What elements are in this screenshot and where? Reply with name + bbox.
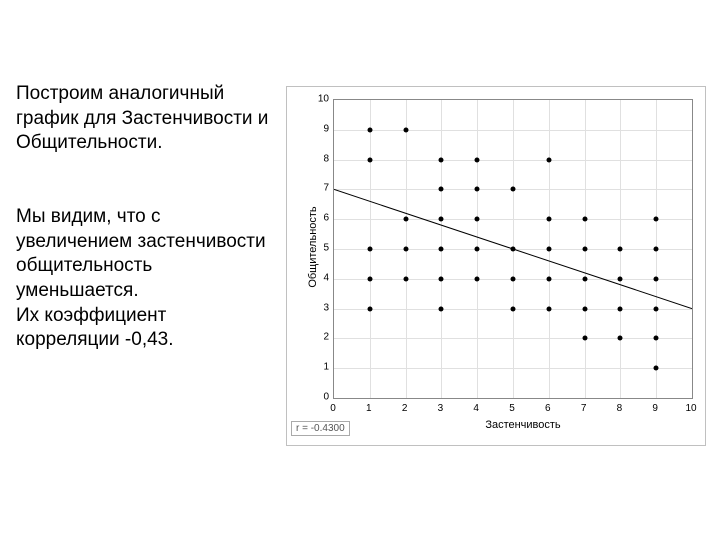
y-tick-label: 5 (315, 243, 329, 254)
x-tick-label: 9 (652, 403, 658, 414)
x-tick-label: 5 (509, 403, 515, 414)
x-tick-label: 0 (330, 403, 336, 414)
x-tick-label: 4 (473, 403, 479, 414)
correlation-box: r = -0.4300 (291, 421, 350, 436)
x-tick-label: 8 (617, 403, 623, 414)
x-tick-label: 10 (685, 403, 696, 414)
x-tick-label: 1 (366, 403, 372, 414)
x-tick-label: 2 (402, 403, 408, 414)
slide: { "text": { "para1": "Построим аналогичн… (0, 0, 720, 540)
y-tick-label: 7 (315, 183, 329, 194)
paragraph-2: Мы видим, что с увеличением застенчивост… (16, 205, 266, 353)
x-tick-label: 3 (438, 403, 444, 414)
y-tick-label: 6 (315, 213, 329, 224)
x-tick-label: 6 (545, 403, 551, 414)
paragraph-1: Построим аналогичный график для Застенчи… (16, 82, 286, 156)
x-tick-label: 7 (581, 403, 587, 414)
y-tick-label: 9 (315, 123, 329, 134)
regression-line (334, 100, 692, 398)
y-tick-label: 2 (315, 332, 329, 343)
y-tick-label: 3 (315, 302, 329, 313)
y-tick-label: 8 (315, 153, 329, 164)
x-axis-label: Застенчивость (463, 419, 583, 431)
y-tick-label: 10 (315, 94, 329, 105)
y-tick-label: 4 (315, 272, 329, 283)
y-tick-label: 1 (315, 362, 329, 373)
plot-area (333, 99, 693, 399)
scatter-chart: Застенчивость Общительность r = -0.4300 … (286, 86, 706, 446)
y-tick-label: 0 (315, 392, 329, 403)
